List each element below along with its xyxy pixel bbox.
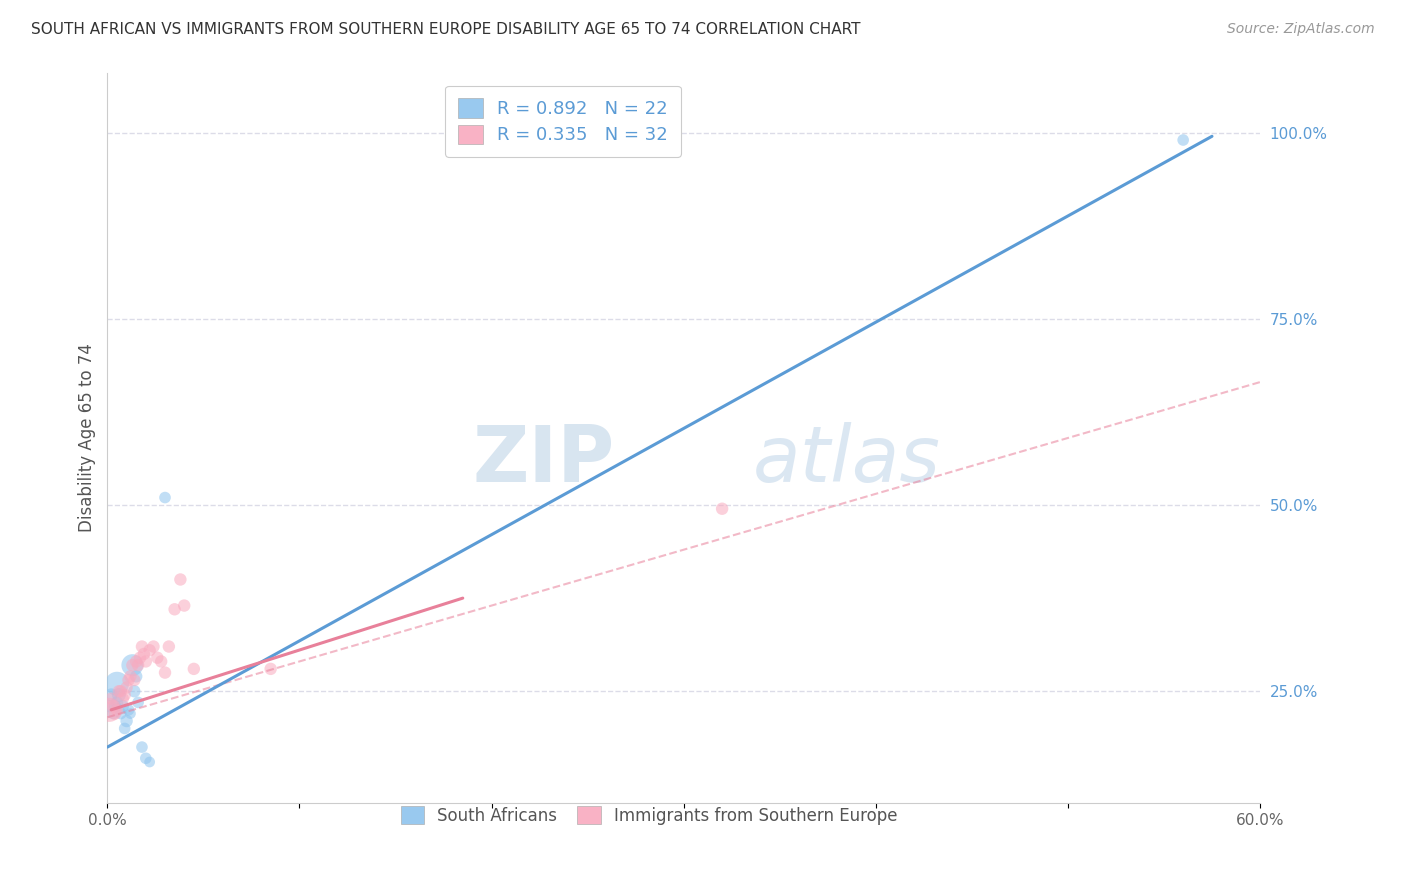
Point: [146, 650, 169, 665]
Point: [117, 703, 139, 717]
Point: [121, 658, 143, 673]
Point: [98, 703, 121, 717]
Point: [169, 573, 191, 587]
Point: [138, 643, 160, 657]
Point: [101, 699, 124, 714]
Point: [105, 703, 128, 717]
Point: [105, 677, 128, 691]
Point: [100, 688, 122, 702]
Point: [142, 640, 165, 654]
Point: [104, 706, 127, 721]
Point: [129, 650, 152, 665]
Text: atlas: atlas: [752, 422, 941, 498]
Point: [117, 673, 139, 687]
Point: [127, 695, 149, 709]
Point: [114, 688, 136, 702]
Point: [111, 699, 134, 714]
Point: [157, 640, 180, 654]
Point: [711, 501, 734, 516]
Point: [111, 691, 134, 706]
Point: [104, 699, 127, 714]
Text: SOUTH AFRICAN VS IMMIGRANTS FROM SOUTHERN EUROPE DISABILITY AGE 65 TO 74 CORRELA: SOUTH AFRICAN VS IMMIGRANTS FROM SOUTHER…: [31, 22, 860, 37]
Point: [131, 740, 153, 755]
Point: [127, 658, 149, 673]
Point: [183, 662, 205, 676]
Legend: South Africans, Immigrants from Southern Europe: South Africans, Immigrants from Southern…: [391, 796, 907, 835]
Point: [115, 714, 138, 728]
Point: [163, 602, 186, 616]
Point: [108, 684, 131, 698]
Point: [153, 491, 176, 505]
Point: [100, 691, 122, 706]
Point: [98, 699, 121, 714]
Point: [132, 647, 155, 661]
Text: ZIP: ZIP: [472, 422, 614, 498]
Point: [173, 599, 195, 613]
Point: [120, 706, 142, 721]
Point: [153, 665, 176, 680]
Point: [105, 695, 128, 709]
Point: [124, 673, 146, 687]
Point: [1173, 133, 1195, 147]
Point: [260, 662, 283, 676]
Point: [138, 755, 160, 769]
Point: [125, 669, 148, 683]
Point: [135, 751, 157, 765]
Point: [101, 706, 124, 721]
Point: [124, 684, 146, 698]
Point: [125, 655, 148, 669]
Point: [114, 722, 136, 736]
Point: [131, 640, 153, 654]
Point: [121, 658, 143, 673]
Point: [135, 655, 157, 669]
Point: [150, 655, 173, 669]
Point: [110, 684, 132, 698]
Text: Source: ZipAtlas.com: Source: ZipAtlas.com: [1227, 22, 1375, 37]
Point: [108, 688, 131, 702]
Y-axis label: Disability Age 65 to 74: Disability Age 65 to 74: [79, 343, 96, 533]
Point: [120, 669, 142, 683]
Point: [110, 706, 132, 721]
Point: [115, 681, 138, 695]
